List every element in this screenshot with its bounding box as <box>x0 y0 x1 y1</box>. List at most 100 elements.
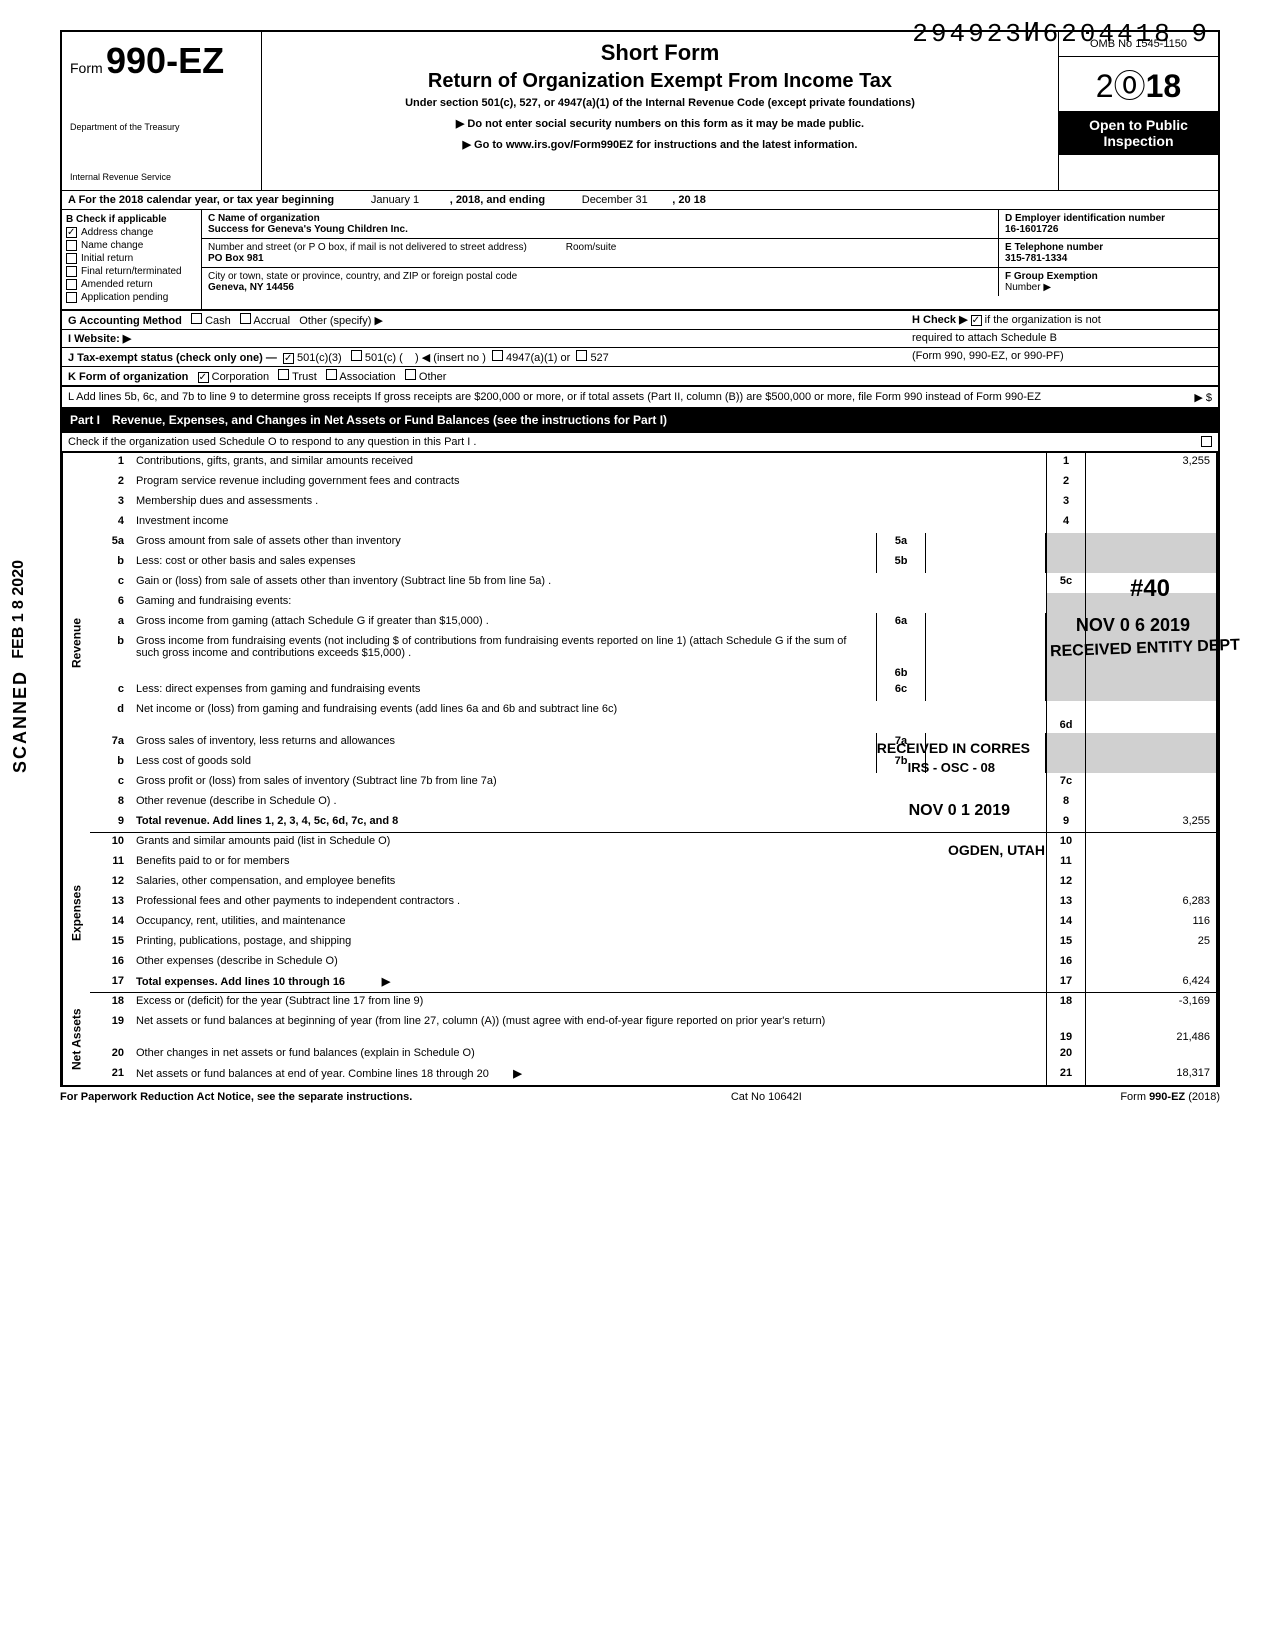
check-amended-return[interactable]: Amended return <box>66 279 197 290</box>
addr-value: PO Box 981 <box>208 253 264 264</box>
checkbox-icon[interactable] <box>191 313 202 324</box>
line-text: Printing, publications, postage, and shi… <box>130 933 1046 953</box>
side-label-revenue: Revenue <box>62 453 90 833</box>
j-insert: ) ◀ (insert no ) <box>415 352 486 364</box>
e-label: E Telephone number <box>1005 242 1103 253</box>
mid-num: 6c <box>876 681 926 701</box>
line-text: Professional fees and other payments to … <box>130 893 1046 913</box>
right-val: -3,169 <box>1086 993 1216 1013</box>
under-section: Under section 501(c), 527, or 4947(a)(1)… <box>270 97 1050 109</box>
k-form-org: K Form of organization Corporation Trust… <box>68 369 1212 383</box>
checkbox-icon[interactable] <box>278 369 289 380</box>
check-label-5: Application pending <box>81 292 168 303</box>
right-num <box>1046 593 1086 613</box>
right-val <box>1086 553 1216 573</box>
right-val <box>1086 701 1216 733</box>
check-address-change[interactable]: Address change <box>66 227 197 238</box>
checkbox-icon[interactable] <box>492 350 503 361</box>
checkbox-icon[interactable] <box>576 350 587 361</box>
right-num: 15 <box>1046 933 1086 953</box>
stamp-number-40: #40 <box>1130 575 1170 603</box>
right-val: 3,255 <box>1086 453 1216 473</box>
open-line2: Inspection <box>1065 133 1212 149</box>
right-num: 9 <box>1046 813 1086 832</box>
checkbox-icon[interactable] <box>326 369 337 380</box>
e-phone: E Telephone number 315-781-1334 <box>998 239 1218 267</box>
right-val <box>1086 473 1216 493</box>
checkbox-icon[interactable] <box>971 315 982 326</box>
line-num: 9 <box>90 813 130 832</box>
checkbox-icon[interactable] <box>283 353 294 364</box>
line-text: Net assets or fund balances at beginning… <box>130 1013 1046 1045</box>
open-line1: Open to Public <box>1065 117 1212 133</box>
checkbox-icon[interactable] <box>198 372 209 383</box>
line-text: Benefits paid to or for members <box>130 853 1046 873</box>
checkbox-icon[interactable] <box>405 369 416 380</box>
line-text: Membership dues and assessments . <box>130 493 1046 513</box>
line-text: Grants and similar amounts paid (list in… <box>130 833 1046 853</box>
l9-text: Total revenue. Add lines 1, 2, 3, 4, 5c,… <box>136 815 398 827</box>
l21-text: Net assets or fund balances at end of ye… <box>136 1068 489 1080</box>
side-label-expenses: Expenses <box>62 833 90 993</box>
right-num: 12 <box>1046 873 1086 893</box>
checkbox-icon[interactable] <box>1201 436 1212 447</box>
line-num: b <box>90 753 130 773</box>
line-text: Less: cost or other basis and sales expe… <box>130 553 876 573</box>
l17-text: Total expenses. Add lines 10 through 16 <box>136 976 345 988</box>
right-num: 19 <box>1046 1013 1086 1045</box>
line-num: c <box>90 773 130 793</box>
row-a-tax-year: A For the 2018 calendar year, or tax yea… <box>60 190 1220 210</box>
line-num: d <box>90 701 130 733</box>
right-val <box>1086 533 1216 553</box>
section-l: L Add lines 5b, 6c, and 7b to line 9 to … <box>60 387 1220 409</box>
phone-value: 315-781-1334 <box>1005 253 1067 264</box>
tax-year: 2⓪18 <box>1059 57 1218 111</box>
addr-label-text: Number and street (or P O box, if mail i… <box>208 242 527 253</box>
j-501c: 501(c) ( <box>365 352 403 364</box>
i-website: I Website: ▶ <box>68 332 912 345</box>
check-initial-return[interactable]: Initial return <box>66 253 197 264</box>
h-text1: H Check ▶ <box>912 314 968 326</box>
right-num: 20 <box>1046 1045 1086 1065</box>
check-final-return[interactable]: Final return/terminated <box>66 266 197 277</box>
right-val <box>1086 773 1216 793</box>
form-identifier-box: Form 990-EZ Department of the Treasury I… <box>62 32 262 190</box>
checkbox-icon[interactable] <box>351 350 362 361</box>
right-val <box>1086 793 1216 813</box>
right-num: 18 <box>1046 993 1086 1013</box>
right-val <box>1086 733 1216 753</box>
line-num: 4 <box>90 513 130 533</box>
right-val: 6,424 <box>1086 973 1216 992</box>
year-2: 2 <box>1096 68 1114 104</box>
right-num: 6d <box>1046 701 1086 733</box>
right-val <box>1086 681 1216 701</box>
side-label-net-assets: Net Assets <box>62 993 90 1085</box>
right-val <box>1086 1045 1216 1065</box>
right-num <box>1046 553 1086 573</box>
c-city-label: City or town, state or province, country… <box>202 268 998 296</box>
line-text: Salaries, other compensation, and employ… <box>130 873 1046 893</box>
footer-right: Form 990-EZ (2018) <box>1120 1091 1220 1103</box>
checkbox-icon[interactable] <box>240 313 251 324</box>
stamp-received-corres: RECEIVED IN CORRES <box>877 740 1030 756</box>
dept-irs: Internal Revenue Service <box>70 172 253 182</box>
line-num: 3 <box>90 493 130 513</box>
right-num <box>1046 733 1086 753</box>
arrow-icon: ▶ <box>382 976 390 988</box>
d-ein: D Employer identification number 16-1601… <box>998 210 1218 238</box>
check-label-0: Address change <box>81 227 153 238</box>
right-num: 3 <box>1046 493 1086 513</box>
checkbox-icon <box>66 253 77 264</box>
line-text: Excess or (deficit) for the year (Subtra… <box>130 993 1046 1013</box>
f-label2: Number ▶ <box>1005 282 1051 293</box>
check-application-pending[interactable]: Application pending <box>66 292 197 303</box>
stamp-date-nov06: NOV 0 6 2019 <box>1076 615 1190 636</box>
right-num: 8 <box>1046 793 1086 813</box>
c-addr-label: Number and street (or P O box, if mail i… <box>202 239 998 267</box>
check-schedule-o-row: Check if the organization used Schedule … <box>60 433 1220 453</box>
check-name-change[interactable]: Name change <box>66 240 197 251</box>
c-label-text: C Name of organization <box>208 213 320 224</box>
mid-val <box>926 633 1046 681</box>
line-text: Less cost of goods sold <box>130 753 876 773</box>
part1-header: Part I Revenue, Expenses, and Changes in… <box>60 409 1220 433</box>
